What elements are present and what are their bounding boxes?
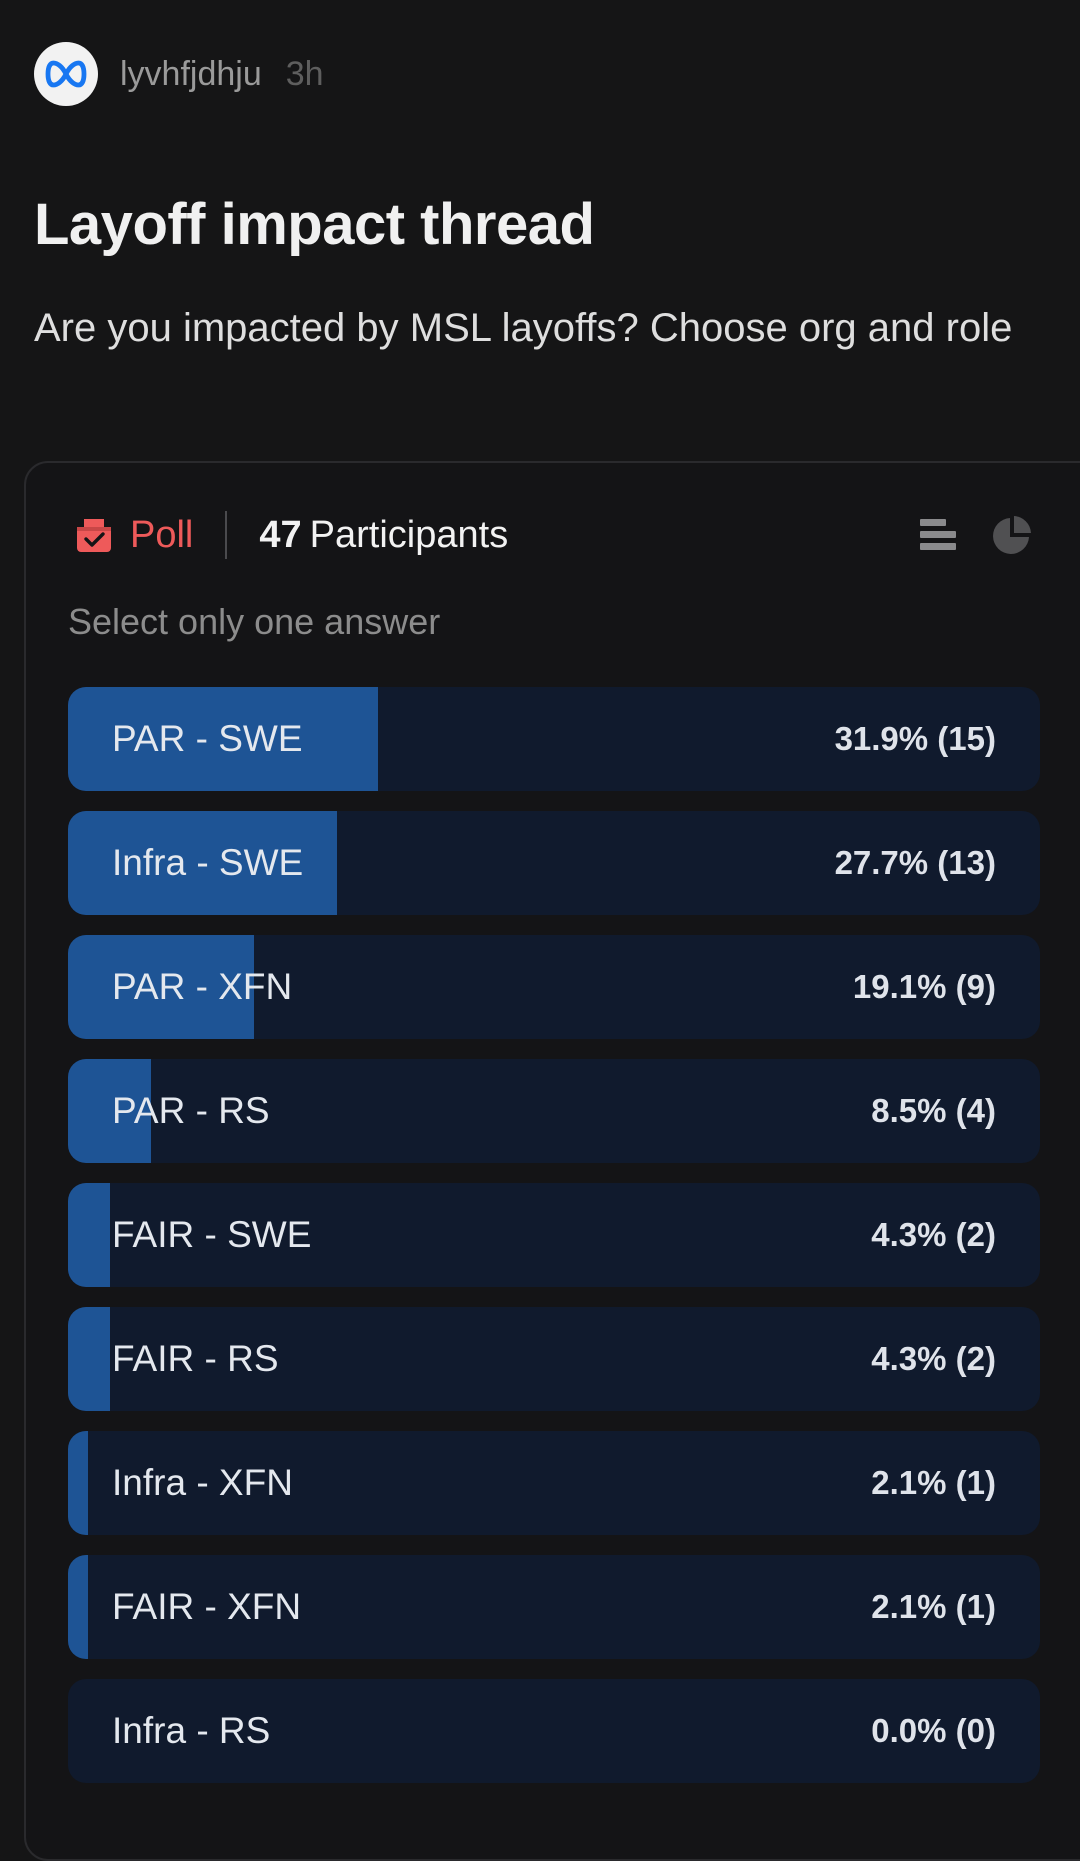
poll-option[interactable]: PAR - SWE 31.9% (15) bbox=[68, 687, 1040, 791]
post-header: lyvhfjdhju 3h bbox=[34, 42, 324, 106]
poll-option-result: 8.5% (4) bbox=[871, 1092, 996, 1129]
poll-option-fill bbox=[68, 1059, 151, 1163]
poll-options: PAR - SWE 31.9% (15) Infra - SWE 27.7% (13)… bbox=[68, 687, 1040, 1803]
poll-option-result: 27.7% (13) bbox=[834, 844, 996, 881]
poll-card: Poll 47 Participants Select only one ans… bbox=[24, 461, 1080, 1861]
post-title: Layoff impact thread bbox=[34, 192, 595, 257]
poll-option-result: 31.9% (15) bbox=[834, 720, 996, 757]
poll-option-label: FAIR - SWE bbox=[112, 1214, 312, 1255]
poll-option-label: PAR - RS bbox=[112, 1090, 270, 1131]
poll-option[interactable]: FAIR - SWE 4.3% (2) bbox=[68, 1183, 1040, 1287]
poll-option-fill bbox=[68, 1307, 110, 1411]
participants-label: Participants bbox=[309, 513, 509, 556]
poll-option[interactable]: FAIR - RS 4.3% (2) bbox=[68, 1307, 1040, 1411]
poll-option-label: Infra - XFN bbox=[112, 1462, 293, 1503]
poll-label: Poll bbox=[130, 513, 194, 556]
list-view-button[interactable] bbox=[914, 511, 962, 559]
header-divider bbox=[225, 511, 228, 559]
poll-option-label: Infra - SWE bbox=[112, 842, 304, 883]
poll-option-result: 0.0% (0) bbox=[871, 1712, 996, 1749]
poll-option-result: 2.1% (1) bbox=[871, 1464, 996, 1501]
ballot-box-icon bbox=[77, 519, 111, 552]
poll-option-fill bbox=[68, 1431, 89, 1535]
poll-option-result: 4.3% (2) bbox=[871, 1216, 996, 1253]
meta-logo-icon bbox=[45, 60, 87, 88]
poll-option-label: FAIR - XFN bbox=[112, 1586, 302, 1627]
poll-option[interactable]: Infra - XFN 2.1% (1) bbox=[68, 1431, 1040, 1535]
pie-chart-icon bbox=[993, 516, 1031, 554]
poll-option-label: PAR - XFN bbox=[112, 966, 293, 1007]
poll-option-fill bbox=[68, 687, 379, 791]
poll-option-result: 4.3% (2) bbox=[871, 1340, 996, 1377]
poll-option[interactable]: Infra - SWE 27.7% (13) bbox=[68, 811, 1040, 915]
pie-view-button[interactable] bbox=[988, 511, 1036, 559]
poll-option-fill bbox=[68, 1555, 89, 1659]
poll-option-result: 19.1% (9) bbox=[852, 968, 996, 1005]
poll-option[interactable]: Infra - RS 0.0% (0) bbox=[68, 1679, 1040, 1783]
poll-option-label: Infra - RS bbox=[112, 1710, 271, 1751]
poll-option[interactable]: PAR - RS 8.5% (4) bbox=[68, 1059, 1040, 1163]
poll-header: Poll 47 Participants bbox=[74, 505, 508, 565]
post-time: 3h bbox=[285, 54, 324, 93]
poll-option-fill bbox=[68, 935, 254, 1039]
poll-option-label: PAR - SWE bbox=[112, 718, 303, 759]
bar-list-icon bbox=[920, 519, 956, 550]
poll-option[interactable]: PAR - XFN 19.1% (9) bbox=[68, 935, 1040, 1039]
poll-option[interactable]: FAIR - XFN 2.1% (1) bbox=[68, 1555, 1040, 1659]
poll-option-label: FAIR - RS bbox=[112, 1338, 279, 1379]
avatar[interactable] bbox=[34, 42, 98, 106]
poll-instruction: Select only one answer bbox=[68, 601, 441, 642]
poll-option-fill bbox=[68, 811, 338, 915]
participants-count: 47 bbox=[259, 513, 302, 556]
author-name[interactable]: lyvhfjdhju bbox=[120, 54, 262, 93]
poll-option-fill bbox=[68, 1183, 110, 1287]
post-description: Are you impacted by MSL layoffs? Choose … bbox=[34, 306, 1013, 350]
poll-option-result: 2.1% (1) bbox=[871, 1588, 996, 1625]
